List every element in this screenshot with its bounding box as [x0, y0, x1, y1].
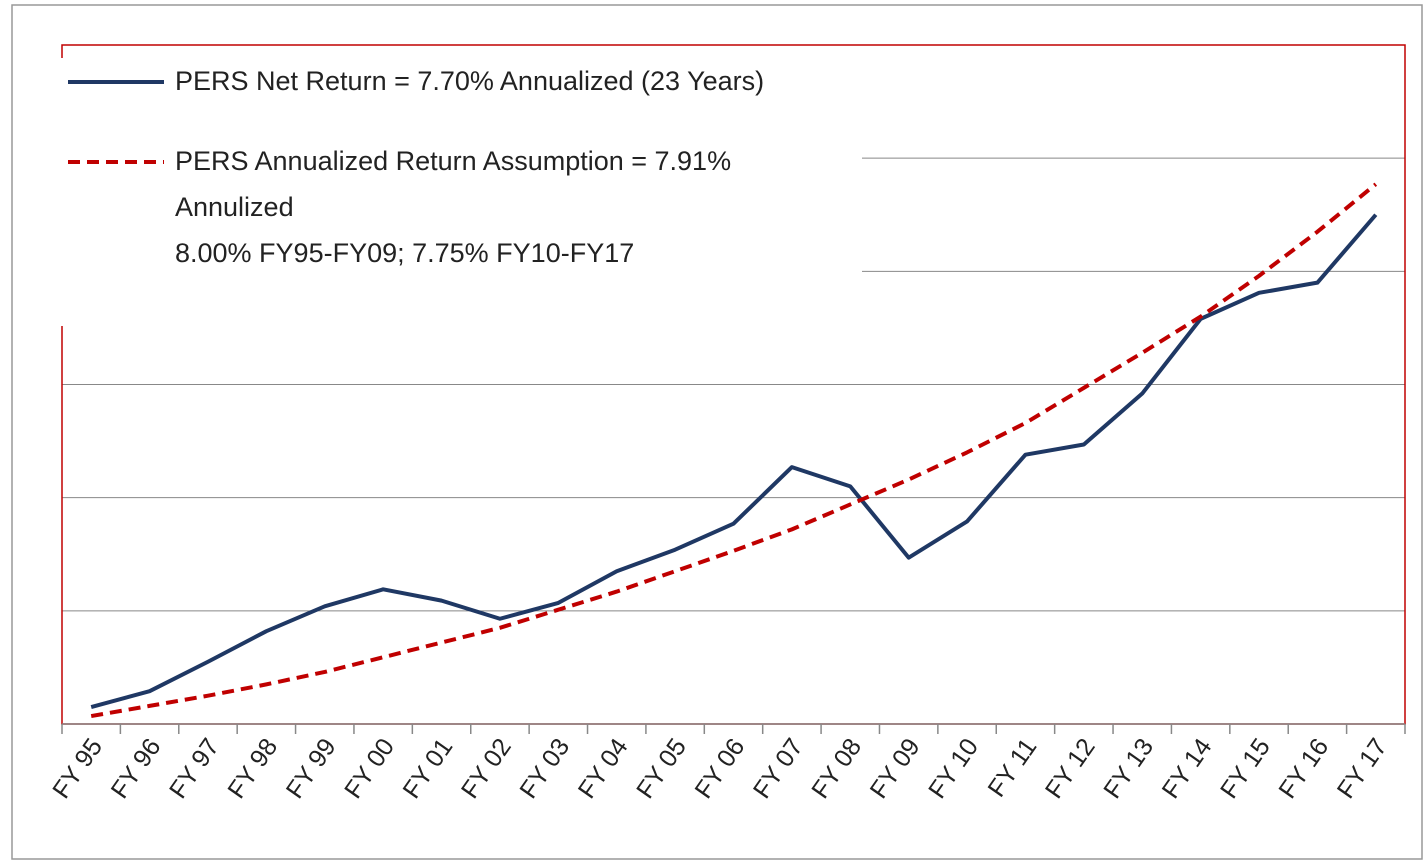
- x-tick-label: FY 15: [1215, 733, 1276, 803]
- x-tick-label: FY 08: [806, 733, 867, 803]
- legend-label: PERS Annualized Return Assumption = 7.91…: [175, 146, 732, 268]
- legend-swatch: [68, 80, 164, 84]
- x-tick-label: FY 16: [1273, 733, 1334, 803]
- x-tick-label: FY 01: [398, 733, 459, 803]
- x-tick-label: FY 97: [164, 733, 225, 803]
- x-tick-label: FY 11: [982, 733, 1042, 802]
- x-tick-label: FY 04: [573, 733, 634, 803]
- x-tick-label: FY 10: [923, 733, 984, 803]
- x-tick-label: FY 96: [106, 733, 167, 803]
- x-tick-label: FY 02: [456, 733, 517, 803]
- x-tick-label: FY 14: [1157, 733, 1218, 803]
- x-tick-label: FY 98: [222, 733, 283, 803]
- series-line: [90, 182, 1378, 719]
- legend: PERS Net Return = 7.70% Annualized (23 Y…: [56, 58, 862, 326]
- x-tick-label: FY 05: [631, 733, 692, 803]
- x-tick-label: FY 09: [865, 733, 926, 803]
- legend-entry: PERS Annualized Return Assumption = 7.91…: [56, 138, 855, 276]
- series-line: [90, 213, 1378, 709]
- x-tick-label: FY 95: [47, 733, 108, 803]
- x-tick-label: FY 03: [514, 733, 575, 803]
- x-tick-label: FY 07: [748, 733, 809, 803]
- x-tick-label: FY 00: [339, 733, 400, 803]
- legend-label: PERS Net Return = 7.70% Annualized (23 Y…: [175, 66, 765, 96]
- x-tick-label: FY 13: [1098, 733, 1159, 803]
- frame: [11, 4, 1423, 860]
- x-tick-label: FY 06: [689, 733, 750, 803]
- x-tick-label: FY 12: [1040, 733, 1101, 803]
- x-tick-label: FY 17: [1332, 733, 1393, 803]
- legend-swatch: [68, 160, 164, 164]
- legend-entry: PERS Net Return = 7.70% Annualized (23 Y…: [56, 58, 855, 104]
- x-tick-label: FY 99: [281, 733, 342, 803]
